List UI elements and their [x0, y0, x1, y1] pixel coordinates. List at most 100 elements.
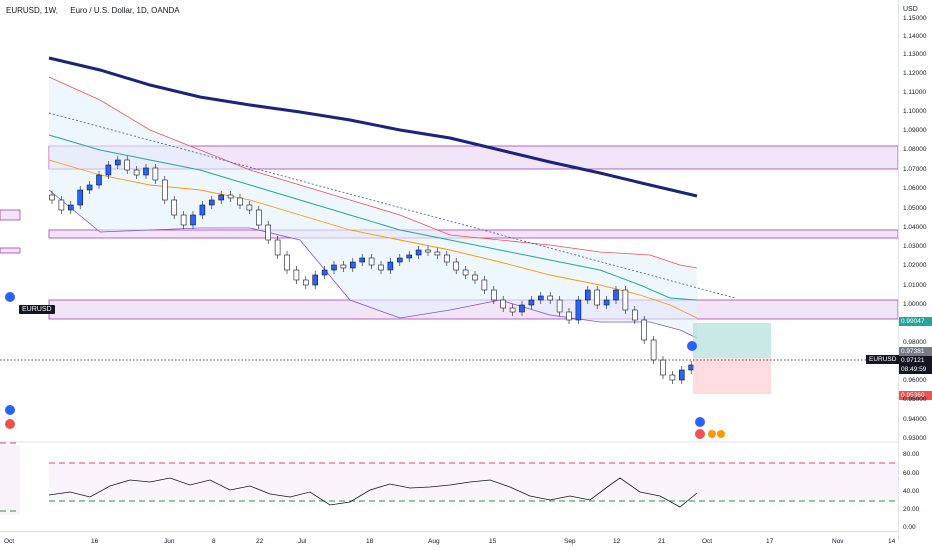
candle [472, 274, 478, 281]
price-tick-label: 1.01000 [903, 282, 927, 289]
candle [171, 199, 177, 216]
trendline [48, 112, 736, 299]
event-flag-icon [708, 430, 716, 438]
candle [246, 204, 253, 211]
price-tick-label: 0.93000 [903, 435, 927, 442]
time-tick-label: 14 [888, 538, 896, 545]
price-tick-label: 1.15000 [903, 15, 927, 22]
marker-pin-icon [5, 292, 15, 302]
ma-long [48, 56, 698, 198]
candle [490, 289, 497, 301]
time-tick-label: 12 [613, 538, 621, 545]
candle [115, 159, 121, 166]
time-tick-label: 8 [212, 538, 216, 545]
time-tick-label: Oct [4, 538, 15, 545]
candle [396, 257, 403, 263]
ma-fast [48, 134, 698, 301]
candle [77, 189, 83, 206]
price-tick-label: 1.13000 [903, 51, 927, 58]
target-zone [693, 323, 771, 358]
price-tick-label: 0.96000 [903, 377, 927, 384]
price-tick-label: 1.06000 [903, 185, 927, 192]
candle [537, 295, 544, 301]
candle [359, 257, 366, 263]
price-scale[interactable]: USD 0.99047 0.97381 0.97121 08:49:59 0.9… [898, 0, 932, 540]
marker-pin-icon [687, 341, 697, 351]
price-tick-label: 1.14000 [903, 33, 927, 40]
candle [133, 169, 140, 176]
currency-label: USD [903, 6, 918, 13]
time-axis[interactable]: Oct 16 Jun 8 22 Jul 18 Aug 15 Sep 12 21 Oct 17 Nov 14 [0, 531, 898, 551]
price-tick-label: 0.98000 [903, 339, 927, 346]
candle [669, 374, 676, 381]
event-flag-icon [717, 430, 725, 438]
candle [368, 257, 375, 266]
last-price-tag: 0.97121 [899, 356, 932, 365]
event-flag-icon [695, 417, 705, 427]
price-tick-label: 1.09000 [903, 127, 927, 134]
event-flag-icon [5, 419, 15, 429]
candle [68, 204, 74, 211]
time-tick-label: 18 [366, 538, 374, 545]
time-tick-label: 21 [658, 538, 666, 545]
candle [302, 279, 309, 286]
rsi-left-band [0, 445, 20, 515]
entry-price-tag: 0.97381 [899, 347, 932, 356]
time-tick-label: 22 [256, 538, 264, 545]
rsi-line [48, 477, 698, 508]
event-flag-icon [695, 429, 705, 439]
candle [481, 279, 488, 291]
rsi-tick-label: 80.00 [903, 451, 920, 458]
candle [406, 254, 413, 259]
candle [556, 299, 563, 313]
price-tick-label: 1.11000 [903, 89, 927, 96]
candle [124, 159, 130, 171]
price-tick-label: 0.94000 [903, 416, 927, 423]
candle [180, 214, 187, 226]
rsi-tick-label: 20.00 [903, 506, 920, 513]
candle [528, 299, 535, 306]
supply-demand-zone [0, 247, 21, 254]
rsi-tick-label: 0.00 [903, 524, 916, 531]
candle [443, 254, 450, 263]
time-tick-label: 15 [489, 538, 497, 545]
bollinger-upper [48, 76, 698, 269]
candle [49, 194, 55, 201]
candle [678, 369, 685, 381]
price-tick-label: 1.05000 [903, 205, 927, 212]
price-tick-label: 1.12000 [903, 70, 927, 77]
price-tick-label: 1.04000 [903, 224, 927, 231]
candle [613, 289, 619, 301]
candle [293, 269, 300, 281]
price-tick-label: 1.02000 [903, 262, 927, 269]
candle [387, 261, 394, 271]
time-tick-label: Jul [298, 538, 307, 545]
candle [688, 364, 695, 371]
series-side-tag: EURUSD [866, 355, 900, 364]
candle [321, 269, 328, 276]
candle [218, 194, 224, 201]
candle [58, 199, 65, 211]
candle [96, 174, 102, 186]
candle [199, 204, 206, 216]
candle [349, 261, 356, 269]
price-tick-label: 1.00000 [903, 301, 927, 308]
candle [603, 299, 610, 306]
symbol-label[interactable]: EURUSD, 1W, [6, 6, 59, 15]
candle [650, 339, 657, 361]
candle [227, 194, 234, 199]
candle [378, 264, 384, 271]
chart-header: EURUSD, 1W, Euro / U.S. Dollar, 1D, OAND… [6, 6, 190, 15]
candle [284, 254, 290, 271]
candle [594, 289, 601, 306]
candle [462, 269, 469, 276]
time-tick-label: Oct [702, 538, 713, 545]
symbol-description: Euro / U.S. Dollar, 1D, OANDA [70, 6, 180, 15]
candle [660, 359, 666, 376]
time-tick-label: Jun [164, 538, 175, 545]
bollinger-lower [48, 189, 698, 339]
supply-demand-zone [0, 209, 21, 221]
rsi-tick-label: 60.00 [903, 470, 920, 477]
